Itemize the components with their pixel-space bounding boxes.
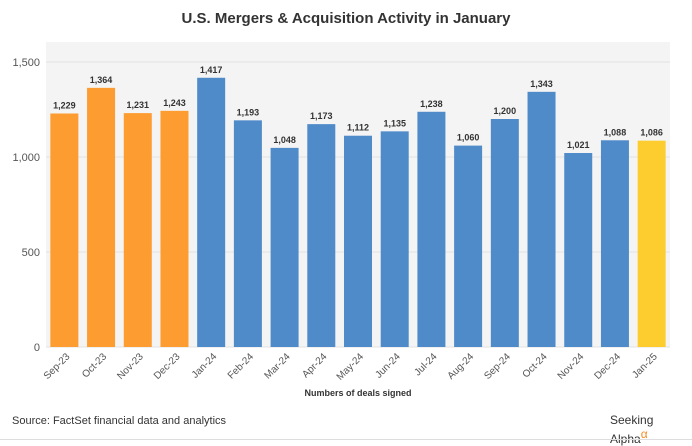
x-tick-label: Jan-25 <box>630 351 660 381</box>
x-tick-label: Feb-24 <box>226 351 256 381</box>
x-tick-label: Aug-24 <box>446 351 477 382</box>
bar <box>637 140 666 347</box>
alpha-icon: α <box>640 427 648 441</box>
bar <box>50 113 79 348</box>
data-label: 1,200 <box>494 106 517 116</box>
x-tick-label: May-24 <box>335 351 367 383</box>
x-axis-label: Numbers of deals signed <box>304 388 411 398</box>
x-tick-label: Sep-24 <box>482 351 513 382</box>
bar <box>307 124 336 347</box>
x-tick-label: Apr-24 <box>300 351 329 380</box>
logo-text: Seeking Alpha <box>610 413 654 446</box>
bar <box>123 113 152 347</box>
data-label: 1,193 <box>237 107 260 117</box>
data-label: 1,135 <box>383 118 406 128</box>
chart-title: U.S. Mergers & Acquisition Activity in J… <box>181 10 511 27</box>
x-tick-label: Nov-24 <box>556 351 587 382</box>
divider <box>0 439 692 440</box>
data-label: 1,086 <box>640 128 663 138</box>
data-label: 1,112 <box>347 123 369 133</box>
y-tick-label: 1,500 <box>12 57 40 69</box>
data-label: 1,343 <box>530 79 553 89</box>
bar <box>600 140 629 347</box>
bar <box>527 91 556 347</box>
y-tick-label: 500 <box>22 247 40 259</box>
bar <box>417 111 446 347</box>
data-label: 1,088 <box>604 127 627 137</box>
source-note: Source: FactSet financial data and analy… <box>12 415 227 427</box>
data-label: 1,417 <box>200 65 223 75</box>
data-label: 1,021 <box>567 140 590 150</box>
x-tick-label: Jan-24 <box>190 351 220 381</box>
x-tick-label: Jun-24 <box>373 351 403 381</box>
data-label: 1,231 <box>126 100 149 110</box>
x-tick-label: Dec-23 <box>152 351 183 382</box>
x-tick-label: Mar-24 <box>263 351 293 381</box>
data-label: 1,238 <box>420 99 443 109</box>
data-label: 1,364 <box>90 75 113 85</box>
y-tick-label: 0 <box>34 342 40 354</box>
bar <box>454 145 483 347</box>
data-label: 1,173 <box>310 111 333 121</box>
data-label: 1,060 <box>457 133 480 143</box>
seeking-alpha-logo: Seeking Alphaα <box>610 413 692 446</box>
bar <box>233 120 262 347</box>
bar <box>564 153 593 347</box>
x-tick-label: Oct-24 <box>521 351 550 380</box>
bar <box>87 87 116 347</box>
x-tick-label: Oct-23 <box>80 351 109 380</box>
x-tick-label: Nov-23 <box>115 351 146 382</box>
bar <box>380 131 409 347</box>
data-label: 1,243 <box>163 98 186 108</box>
bar <box>344 135 372 347</box>
x-tick-label: Jul-24 <box>412 351 439 378</box>
x-tick-label: Dec-24 <box>592 351 623 382</box>
bar <box>197 77 226 348</box>
data-label: 1,229 <box>53 100 76 110</box>
bar <box>160 110 189 347</box>
bar <box>270 147 299 347</box>
bar <box>490 119 519 347</box>
y-tick-label: 1,000 <box>12 152 40 164</box>
x-tick-label: Sep-23 <box>42 351 73 382</box>
data-label: 1,048 <box>273 135 296 145</box>
